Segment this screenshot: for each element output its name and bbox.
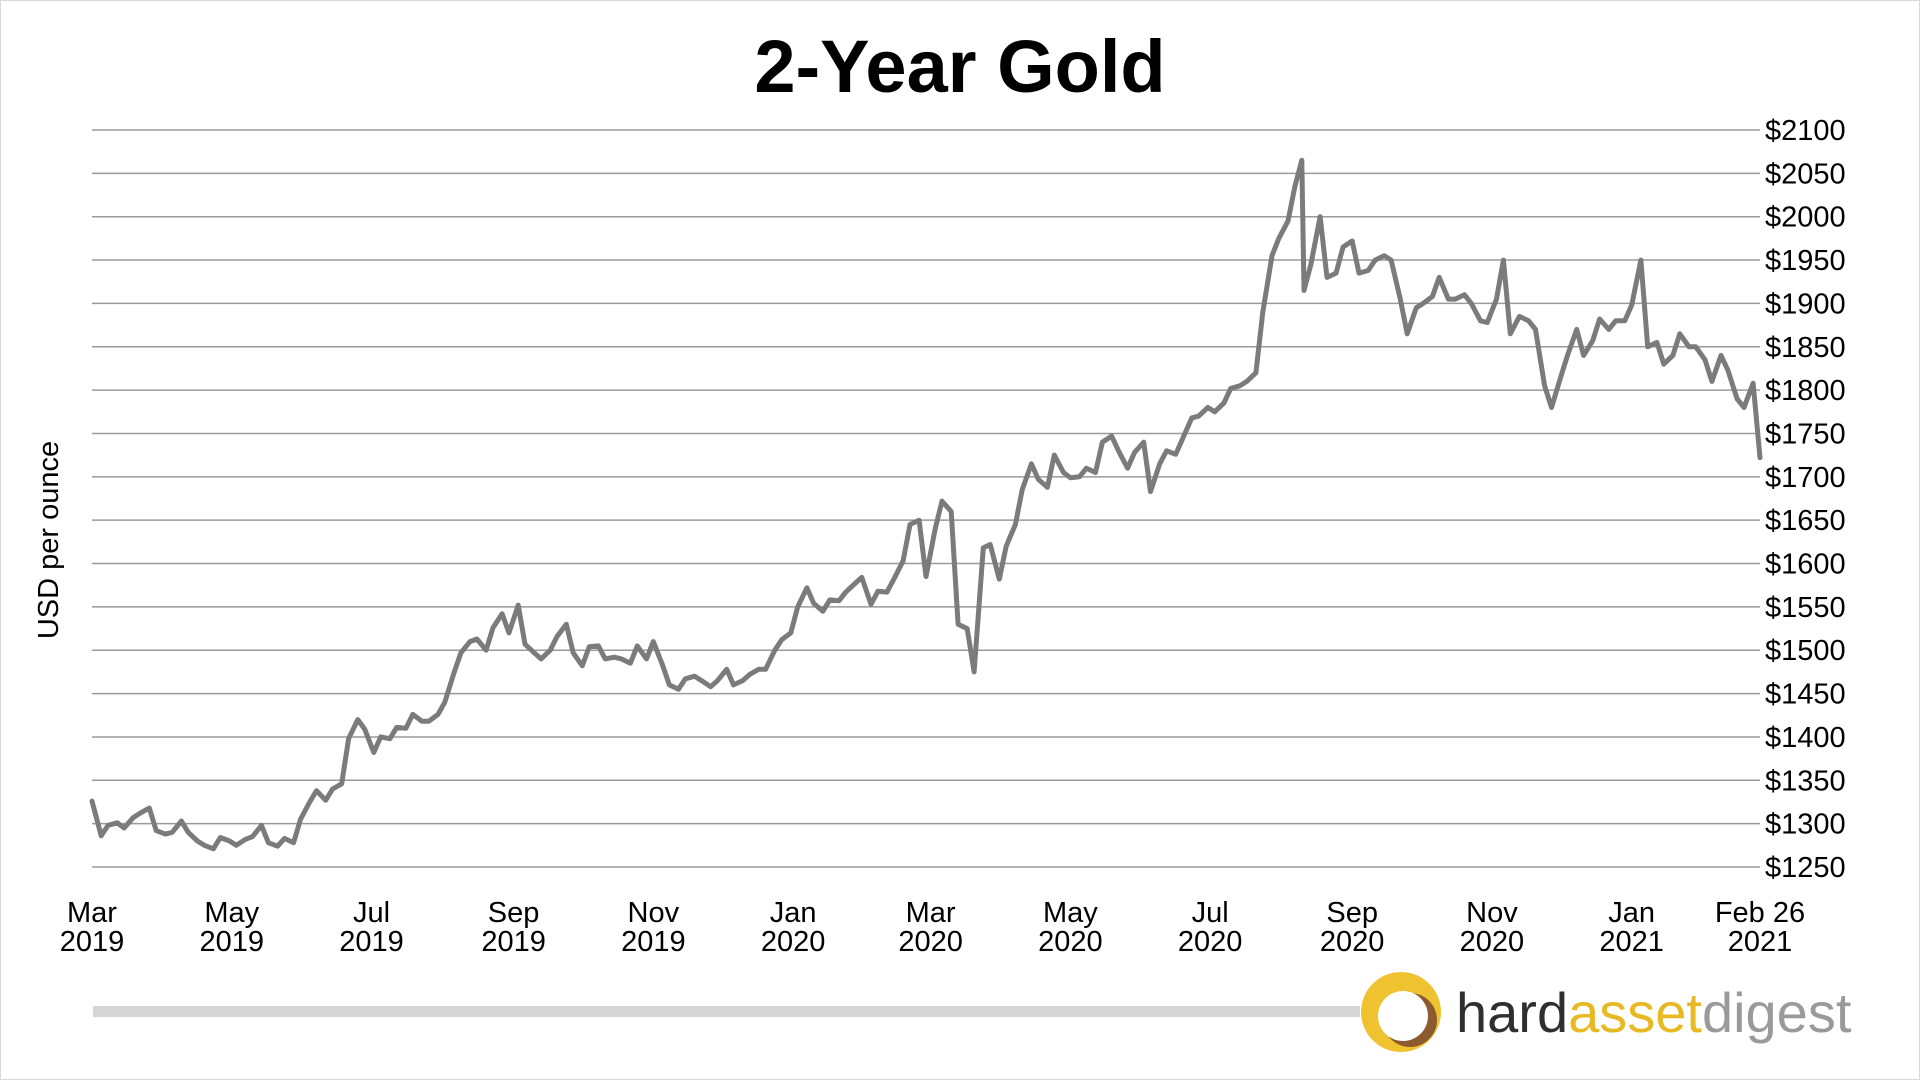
x-tick-label: May 2019 <box>200 897 265 958</box>
y-tick-label: $1900 <box>1765 288 1846 320</box>
y-tick-label: $1450 <box>1765 679 1846 711</box>
x-tick-label: Sep 2019 <box>481 897 546 958</box>
y-tick-label: $1650 <box>1765 505 1846 537</box>
brand-wordmark: hardassetdigest <box>1456 981 1852 1044</box>
y-tick-label: $1300 <box>1765 809 1846 841</box>
brand-logo-icon <box>1361 972 1441 1052</box>
brand-part-asset: asset <box>1568 981 1702 1044</box>
x-tick-label: Jan 2021 <box>1599 897 1664 958</box>
y-tick-label: $2100 <box>1765 115 1846 147</box>
y-tick-label: $1350 <box>1765 765 1846 797</box>
y-tick-label: $2000 <box>1765 202 1846 234</box>
x-tick-label: Feb 26 2021 <box>1715 897 1805 958</box>
gridlines <box>92 129 1760 868</box>
x-tick-label: Jul 2020 <box>1178 897 1243 958</box>
y-tick-label: $1600 <box>1765 549 1846 581</box>
y-axis-label: USD per ounce <box>33 441 65 639</box>
y-tick-label: $1950 <box>1765 245 1846 277</box>
gold-price-line <box>89 157 1763 852</box>
x-tick-label: Mar 2019 <box>60 897 125 958</box>
y-tick-label: $1800 <box>1765 375 1846 407</box>
x-tick-label: Nov 2020 <box>1460 897 1525 958</box>
y-tick-label: $1250 <box>1765 852 1846 884</box>
x-tick-label: Mar 2020 <box>898 897 963 958</box>
y-tick-label: $1700 <box>1765 462 1846 494</box>
y-tick-label: $1850 <box>1765 332 1846 364</box>
y-tick-label: $1550 <box>1765 592 1846 624</box>
y-tick-label: $1500 <box>1765 635 1846 667</box>
brand-part-digest: digest <box>1702 981 1852 1044</box>
x-tick-labels: Mar 2019 May 2019 Jul 2019 Sep 2019 Nov 2019 Jan 20… <box>60 897 1805 958</box>
x-tick-label: Jul 2019 <box>339 897 404 958</box>
y-tick-label: $1400 <box>1765 722 1846 754</box>
y-tick-label: $2050 <box>1765 158 1846 190</box>
brand-part-hard: hard <box>1456 981 1568 1044</box>
decorative-bar <box>93 1006 1360 1017</box>
x-tick-label: May 2020 <box>1038 897 1103 958</box>
chart-title: 2-Year Gold <box>754 25 1165 108</box>
y-tick-labels: $2100 $2050 $2000 $1950 $1900 $1850 $1800 $1750… <box>1765 115 1846 884</box>
y-tick-label: $1750 <box>1765 418 1846 450</box>
x-tick-label: Jan 2020 <box>761 897 826 958</box>
x-tick-label: Nov 2019 <box>621 897 686 958</box>
x-tick-label: Sep 2020 <box>1320 897 1385 958</box>
